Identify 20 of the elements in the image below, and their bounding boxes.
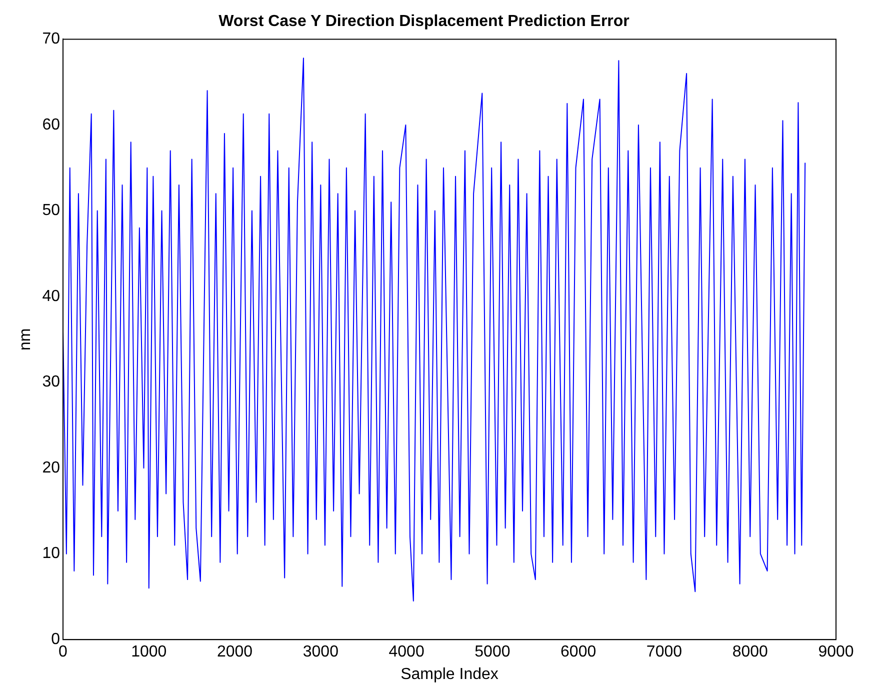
x-tick-label: 6000 xyxy=(560,644,596,661)
chart-title: Worst Case Y Direction Displacement Prediction Error xyxy=(218,13,630,30)
y-tick-label: 50 xyxy=(42,202,60,220)
x-tick-label: 8000 xyxy=(732,644,768,661)
x-tick-label: 4000 xyxy=(388,644,424,661)
x-axis-title: Sample Index xyxy=(400,666,498,683)
x-tick-label: 1000 xyxy=(131,644,167,661)
x-tick-label: 9000 xyxy=(818,644,854,661)
x-tick-label: 3000 xyxy=(302,644,339,661)
y-tick-label: 60 xyxy=(42,116,60,134)
y-tick-label: 20 xyxy=(42,459,60,476)
y-tick-label: 30 xyxy=(42,374,60,391)
x-tick-label: 5000 xyxy=(474,644,510,661)
y-tick-label: 70 xyxy=(42,30,60,48)
x-tick-label: 7000 xyxy=(646,644,682,661)
x-tick-label: 2000 xyxy=(216,644,253,661)
y-tick-label: 0 xyxy=(51,631,60,648)
y-axis-title: nm xyxy=(17,328,34,351)
y-tick-label: 10 xyxy=(42,545,60,562)
y-tick-label: 40 xyxy=(42,288,60,305)
